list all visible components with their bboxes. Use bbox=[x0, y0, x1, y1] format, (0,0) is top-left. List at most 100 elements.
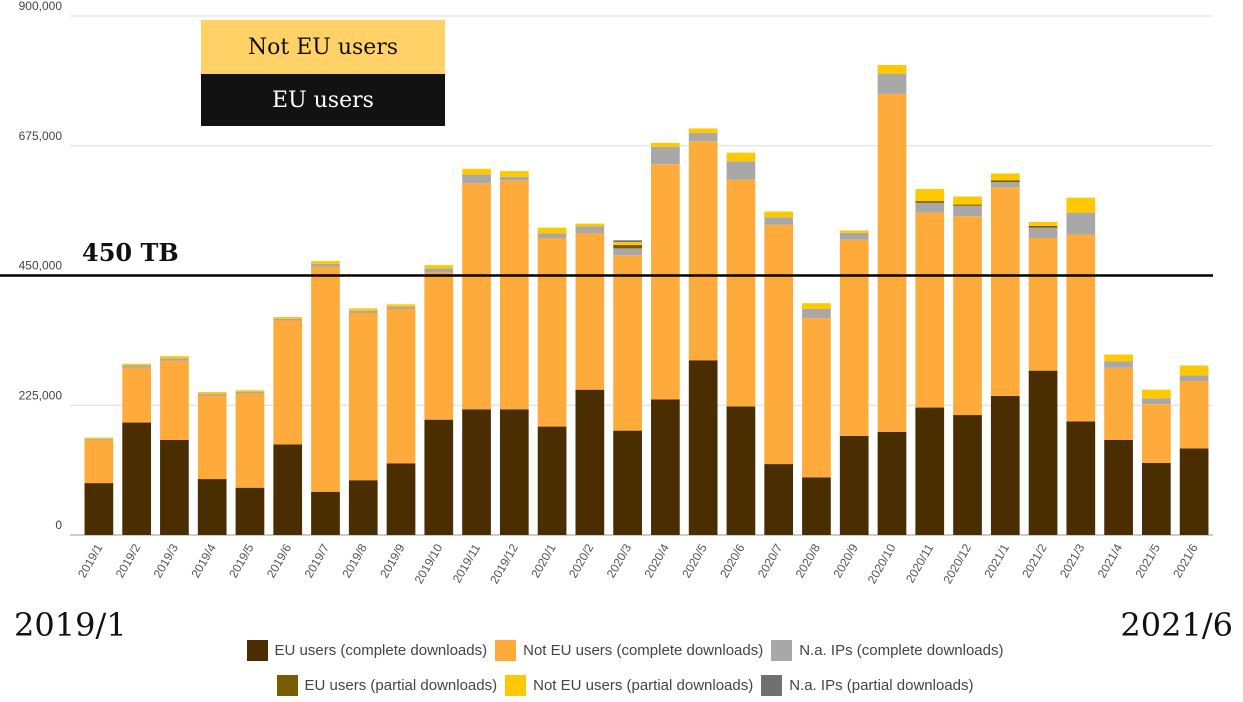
legend-item: EU users (complete downloads) bbox=[246, 640, 488, 661]
bar-segment bbox=[726, 161, 756, 180]
bar-segment bbox=[499, 409, 529, 535]
x-tick-label: 2020/5 bbox=[679, 541, 710, 580]
x-tick-label: 2021/2 bbox=[1019, 541, 1050, 580]
reference-line-label: 450 TB bbox=[82, 238, 179, 267]
bar-segment bbox=[197, 479, 227, 535]
bar-segment bbox=[462, 174, 491, 184]
bar-segment bbox=[651, 146, 680, 165]
bar-segment bbox=[688, 128, 718, 134]
bars bbox=[84, 65, 1209, 535]
bar-segment bbox=[915, 189, 945, 202]
legend-item: N.a. IPs (complete downloads) bbox=[771, 640, 1003, 661]
legend-label: Not EU users (complete downloads) bbox=[523, 642, 764, 659]
bar-segment bbox=[575, 226, 605, 234]
legend: EU users (complete downloads) Not EU user… bbox=[150, 640, 1100, 696]
bar-segment bbox=[1141, 462, 1171, 535]
bar-segment bbox=[990, 173, 1020, 181]
x-tick-label: 2019/8 bbox=[339, 541, 370, 580]
bar-segment bbox=[1179, 365, 1209, 376]
x-tick-label: 2019/12 bbox=[487, 541, 521, 586]
bar-segment bbox=[1104, 439, 1133, 535]
bar-segment bbox=[386, 463, 416, 535]
bar-segment bbox=[915, 407, 945, 535]
x-tick-label: 2020/2 bbox=[566, 541, 597, 580]
bar-segment bbox=[273, 318, 303, 321]
bar-segment bbox=[1028, 225, 1058, 228]
bar-segment bbox=[953, 216, 982, 416]
bar-segment bbox=[122, 367, 152, 423]
x-tick-label: 2019/1 bbox=[75, 541, 106, 580]
bar-segment bbox=[386, 308, 416, 464]
bar-segment bbox=[1104, 354, 1133, 362]
bar-segment bbox=[462, 409, 491, 535]
bar-segment bbox=[424, 268, 454, 273]
bar-segment bbox=[877, 65, 907, 74]
bar-segment bbox=[1028, 238, 1058, 371]
bar-segment bbox=[839, 230, 869, 233]
bar-segment bbox=[1028, 370, 1058, 535]
legend-item: EU users (partial downloads) bbox=[276, 675, 498, 696]
bar-segment bbox=[839, 239, 869, 436]
bar-segment bbox=[802, 477, 831, 535]
end-period-label: 2021/6 bbox=[1120, 606, 1233, 644]
legend-swatch bbox=[505, 675, 527, 696]
bar-segment bbox=[1066, 421, 1096, 535]
legend-swatch bbox=[495, 640, 517, 661]
bar-segment bbox=[462, 168, 491, 175]
bar-segment bbox=[613, 248, 642, 256]
bar-segment bbox=[235, 391, 265, 394]
bar-segment bbox=[122, 363, 152, 366]
bar-segment bbox=[537, 426, 567, 535]
bar-segment bbox=[122, 365, 152, 368]
bar-segment bbox=[877, 431, 907, 535]
x-tick-label: 2020/12 bbox=[940, 541, 974, 586]
bar-segment bbox=[575, 223, 605, 227]
bar-segment bbox=[953, 415, 982, 535]
x-tick-label: 2020/4 bbox=[642, 541, 673, 580]
bar-segment bbox=[311, 263, 340, 267]
not-eu-users-box: Not EU users bbox=[201, 20, 445, 74]
bar-segment bbox=[839, 435, 869, 535]
bar-segment bbox=[1066, 234, 1096, 422]
bar-segment bbox=[990, 396, 1020, 535]
bar-segment bbox=[273, 317, 303, 319]
legend-label: EU users (partial downloads) bbox=[304, 677, 498, 694]
y-axis-ticks: 0 225,000 450,000 675,000 900,000 bbox=[19, 0, 63, 532]
legend-swatch bbox=[771, 640, 793, 661]
bar-segment bbox=[651, 142, 680, 147]
x-tick-label: 2019/3 bbox=[151, 541, 182, 580]
bar-segment bbox=[990, 187, 1020, 397]
bar-segment bbox=[84, 483, 114, 535]
bar-segment bbox=[424, 265, 454, 269]
bar-segment bbox=[613, 255, 642, 431]
bar-segment bbox=[1179, 381, 1209, 449]
y-tick-label: 0 bbox=[55, 518, 62, 532]
bar-segment bbox=[802, 303, 831, 309]
y-tick-label: 450,000 bbox=[19, 259, 63, 273]
legend-item: Not EU users (partial downloads) bbox=[505, 675, 753, 696]
x-tick-label: 2019/2 bbox=[113, 541, 144, 580]
bar-segment bbox=[726, 179, 756, 407]
bar-segment bbox=[1066, 197, 1096, 213]
bar-segment bbox=[839, 232, 869, 240]
x-tick-label: 2021/3 bbox=[1057, 541, 1088, 580]
x-tick-label: 2019/9 bbox=[377, 541, 408, 580]
start-period-label: 2019/1 bbox=[14, 606, 127, 644]
bar-segment bbox=[311, 261, 340, 264]
bar-segment bbox=[462, 183, 491, 410]
bar-segment bbox=[575, 389, 605, 535]
legend-label: EU users (complete downloads) bbox=[274, 642, 488, 659]
bar-segment bbox=[160, 439, 189, 535]
x-tick-label: 2020/9 bbox=[830, 541, 861, 580]
bar-segment bbox=[311, 491, 340, 535]
x-tick-label: 2020/1 bbox=[528, 541, 559, 580]
bar-segment bbox=[499, 176, 529, 181]
bar-segment bbox=[688, 133, 718, 142]
bar-segment bbox=[764, 217, 794, 225]
bar-segment bbox=[197, 393, 227, 396]
bar-segment bbox=[915, 212, 945, 408]
bar-segment bbox=[1141, 389, 1171, 399]
bar-segment bbox=[197, 391, 227, 394]
y-tick-label: 900,000 bbox=[19, 0, 63, 13]
